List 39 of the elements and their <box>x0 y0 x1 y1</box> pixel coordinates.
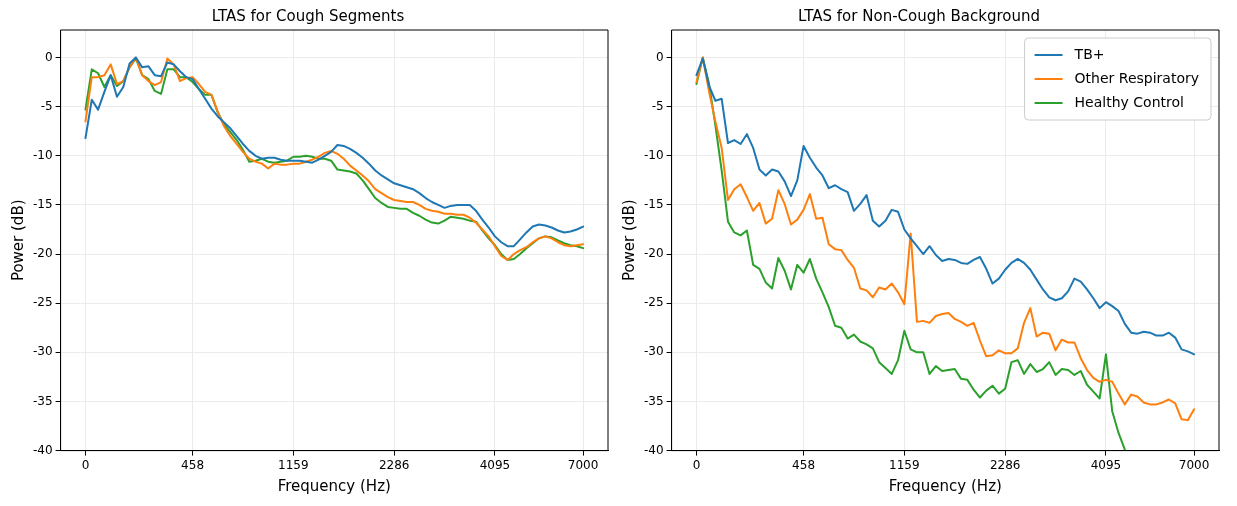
y-tick-label: -20 <box>32 246 53 261</box>
y-tick-label: -5 <box>40 98 53 113</box>
y-tick-label: -40 <box>32 442 53 457</box>
chart-title: LTAS for Cough Segments <box>211 6 405 25</box>
chart-title: LTAS for Non-Cough Background <box>798 6 1040 25</box>
x-tick-label: 1159 <box>889 457 920 472</box>
x-tick-label: 7000 <box>1178 457 1210 472</box>
x-tick-label: 4095 <box>479 457 511 472</box>
legend-label: TB+ <box>1073 45 1105 62</box>
x-tick-label: 0 <box>692 457 701 472</box>
y-tick-label: -30 <box>643 344 664 359</box>
y-tick-label: -30 <box>32 344 53 359</box>
y-tick-label: -25 <box>643 295 664 310</box>
y-tick-label: -10 <box>32 147 53 162</box>
x-tick-label: 458 <box>181 457 205 472</box>
y-tick-label: -10 <box>643 147 664 162</box>
y-tick-label: -35 <box>643 393 664 408</box>
x-tick-label: 2286 <box>378 457 410 472</box>
y-tick-label: 0 <box>655 49 664 64</box>
y-tick-label: -25 <box>32 295 53 310</box>
x-tick-label: 458 <box>792 457 816 472</box>
y-tick-label: -35 <box>32 393 53 408</box>
x-tick-label: 1159 <box>278 457 309 472</box>
y-tick-label: -40 <box>643 442 664 457</box>
x-axis-title: Frequency (Hz) <box>888 476 1002 495</box>
y-tick-label: -15 <box>32 197 53 212</box>
legend-label: Healthy Control <box>1074 93 1184 110</box>
y-axis-title: Power (dB) <box>619 199 638 282</box>
x-tick-label: 7000 <box>567 457 599 472</box>
x-tick-label: 0 <box>81 457 90 472</box>
y-tick-label: -20 <box>643 246 664 261</box>
legend-label: Other Respiratory <box>1074 69 1200 86</box>
y-axis-title: Power (dB) <box>8 199 27 282</box>
y-tick-label: 0 <box>44 49 53 64</box>
x-tick-label: 4095 <box>1090 457 1122 472</box>
y-tick-label: -15 <box>643 197 664 212</box>
x-axis-title: Frequency (Hz) <box>277 476 391 495</box>
y-tick-label: -5 <box>651 98 664 113</box>
x-tick-label: 2286 <box>989 457 1021 472</box>
